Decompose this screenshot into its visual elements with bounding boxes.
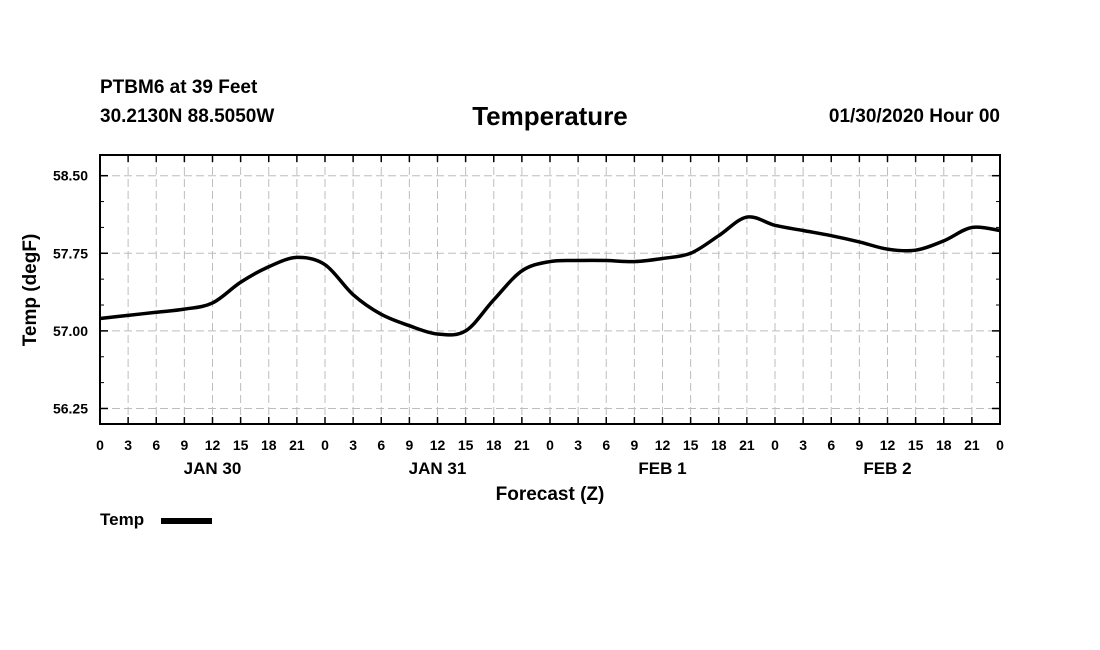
x-tick-label: 21 xyxy=(514,437,530,453)
x-tick-label: 12 xyxy=(205,437,221,453)
x-tick-label: 12 xyxy=(430,437,446,453)
station-name: PTBM6 at 39 Feet xyxy=(100,77,258,98)
x-tick-label: 0 xyxy=(546,437,554,453)
x-tick-label: 15 xyxy=(233,437,249,453)
date-label: FEB 1 xyxy=(638,459,686,478)
chart-title: Temperature xyxy=(472,101,628,131)
x-tick-label: 0 xyxy=(96,437,104,453)
x-tick-label: 12 xyxy=(880,437,896,453)
x-tick-label: 6 xyxy=(152,437,160,453)
series-layer xyxy=(99,215,1001,337)
x-tick-label: 21 xyxy=(739,437,755,453)
x-tick-label: 0 xyxy=(771,437,779,453)
series-line-temp xyxy=(99,215,1001,337)
y-tick-label: 56.25 xyxy=(53,400,88,416)
x-tick-label: 18 xyxy=(936,437,952,453)
date-label: JAN 30 xyxy=(184,459,242,478)
date-label: JAN 31 xyxy=(409,459,467,478)
x-tick-label: 18 xyxy=(711,437,727,453)
station-coordinates: 30.2130N 88.5050W xyxy=(100,106,275,127)
x-tick-label: 3 xyxy=(349,437,357,453)
x-tick-label: 3 xyxy=(574,437,582,453)
x-tick-label: 21 xyxy=(289,437,305,453)
x-tick-label: 6 xyxy=(377,437,385,453)
grid-lines xyxy=(99,155,1001,424)
x-tick-label: 12 xyxy=(655,437,671,453)
x-tick-labels: 0 3 6 9 12 15 18 21 0 3 6 9 12 15 18 21 0 3 6 9 12 15 18 21 0 3 6 9… xyxy=(96,437,1004,453)
x-tick-label: 6 xyxy=(827,437,835,453)
x-tick-label: 6 xyxy=(602,437,610,453)
x-tick-label: 0 xyxy=(996,437,1004,453)
x-tick-label: 9 xyxy=(630,437,638,453)
date-labels: JAN 30 JAN 31 FEB 1 FEB 2 xyxy=(184,459,912,478)
x-tick-label: 9 xyxy=(855,437,863,453)
x-tick-label: 9 xyxy=(180,437,188,453)
x-tick-label: 3 xyxy=(124,437,132,453)
x-tick-label: 21 xyxy=(964,437,980,453)
y-tick-label: 57.00 xyxy=(53,323,88,339)
x-tick-label: 9 xyxy=(405,437,413,453)
x-tick-label: 15 xyxy=(908,437,924,453)
x-tick-label: 18 xyxy=(261,437,277,453)
x-axis-label: Forecast (Z) xyxy=(496,484,605,505)
x-tick-label: 0 xyxy=(321,437,329,453)
y-axis-label: Temp (degF) xyxy=(20,234,41,347)
y-tick-label: 58.50 xyxy=(53,168,88,184)
legend-line-swatch xyxy=(161,518,212,524)
x-tick-label: 15 xyxy=(458,437,474,453)
x-tick-label: 15 xyxy=(683,437,699,453)
y-tick-label: 57.75 xyxy=(53,245,88,261)
date-label: FEB 2 xyxy=(863,459,911,478)
legend-label: Temp xyxy=(100,510,145,529)
plot-frame xyxy=(99,154,1001,425)
x-tick-label: 3 xyxy=(799,437,807,453)
forecast-datetime: 01/30/2020 Hour 00 xyxy=(828,106,1000,127)
x-tick-label: 18 xyxy=(486,437,502,453)
y-tick-labels: 56.25 57.00 57.75 58.50 xyxy=(53,168,88,417)
